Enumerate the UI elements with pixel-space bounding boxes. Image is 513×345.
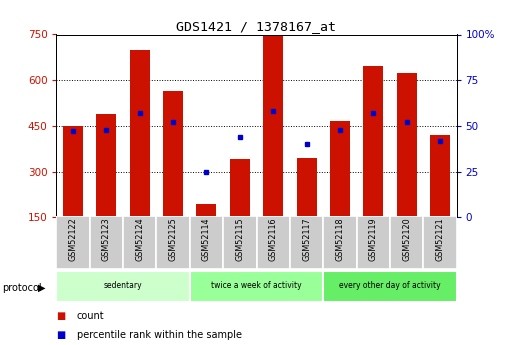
Bar: [196, 204, 216, 217]
Bar: [323, 271, 457, 302]
Bar: [156, 216, 190, 269]
Text: GSM52116: GSM52116: [269, 217, 278, 261]
Bar: [123, 216, 156, 269]
Bar: [423, 216, 457, 269]
Bar: [397, 72, 417, 217]
Text: GSM52117: GSM52117: [302, 217, 311, 261]
Text: GSM52115: GSM52115: [235, 217, 244, 261]
Bar: [56, 271, 190, 302]
Text: GSM52114: GSM52114: [202, 217, 211, 261]
Bar: [230, 159, 250, 217]
Text: GSM52125: GSM52125: [169, 217, 177, 261]
Bar: [90, 216, 123, 269]
Text: GSM52121: GSM52121: [436, 217, 444, 261]
Text: every other day of activity: every other day of activity: [339, 281, 441, 290]
Text: sedentary: sedentary: [104, 281, 143, 290]
Bar: [430, 135, 450, 217]
Text: twice a week of activity: twice a week of activity: [211, 281, 302, 290]
Bar: [96, 114, 116, 217]
Bar: [130, 50, 150, 217]
Bar: [56, 216, 90, 269]
Bar: [163, 91, 183, 217]
Bar: [190, 216, 223, 269]
Bar: [297, 158, 317, 217]
Text: count: count: [77, 311, 105, 321]
Title: GDS1421 / 1378167_at: GDS1421 / 1378167_at: [176, 20, 337, 33]
Text: GSM52123: GSM52123: [102, 217, 111, 261]
Bar: [323, 216, 357, 269]
Bar: [390, 216, 423, 269]
Text: percentile rank within the sample: percentile rank within the sample: [77, 330, 242, 339]
Text: GSM52118: GSM52118: [336, 217, 344, 261]
Text: ■: ■: [56, 330, 66, 339]
Bar: [256, 216, 290, 269]
Text: GSM52120: GSM52120: [402, 217, 411, 261]
Bar: [263, 34, 283, 217]
Bar: [223, 216, 256, 269]
Text: ▶: ▶: [37, 283, 45, 293]
Text: GSM52124: GSM52124: [135, 217, 144, 261]
Text: ■: ■: [56, 311, 66, 321]
Text: protocol: protocol: [3, 283, 42, 293]
Text: GSM52119: GSM52119: [369, 217, 378, 261]
Bar: [290, 216, 323, 269]
Bar: [357, 216, 390, 269]
Text: GSM52122: GSM52122: [69, 217, 77, 261]
Bar: [330, 121, 350, 217]
Bar: [190, 271, 323, 302]
Bar: [63, 126, 83, 217]
Bar: [363, 67, 383, 217]
